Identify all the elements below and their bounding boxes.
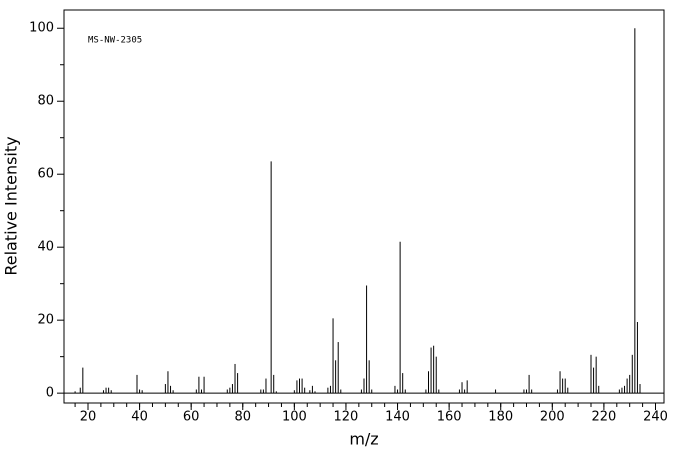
y-tick-label: 100 xyxy=(29,21,54,36)
x-tick-label: 60 xyxy=(183,410,200,425)
x-tick-label: 140 xyxy=(385,410,410,425)
y-axis-label: Relative Intensity xyxy=(2,136,21,275)
x-tick-label: 80 xyxy=(234,410,251,425)
x-tick-label: 200 xyxy=(540,410,565,425)
x-tick-label: 220 xyxy=(591,410,616,425)
y-tick-label: 40 xyxy=(37,240,54,255)
annotation: MS-NW-2305 xyxy=(88,36,142,46)
y-tick-label: 80 xyxy=(37,94,54,109)
x-tick-label: 120 xyxy=(334,410,359,425)
x-tick-label: 160 xyxy=(437,410,462,425)
x-tick-label: 20 xyxy=(80,410,97,425)
y-tick-label: 0 xyxy=(46,386,54,401)
y-tick-label: 20 xyxy=(37,313,54,328)
x-tick-label: 180 xyxy=(488,410,513,425)
y-tick-label: 60 xyxy=(37,167,54,182)
x-tick-label: 40 xyxy=(131,410,148,425)
plot-frame xyxy=(63,9,665,404)
x-tick-label: 100 xyxy=(282,410,307,425)
x-axis-label: m/z xyxy=(349,430,378,449)
x-tick-label: 240 xyxy=(643,410,668,425)
